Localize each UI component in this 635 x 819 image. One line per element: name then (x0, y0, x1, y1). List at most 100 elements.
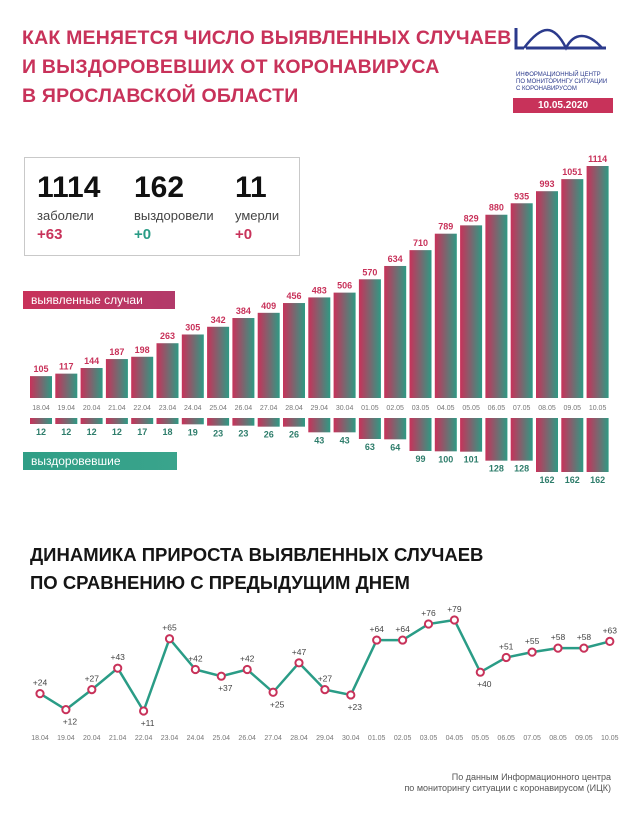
recovered-bar (257, 418, 280, 427)
growth-date-tick: 26.04 (238, 735, 256, 742)
case-bar-label: 483 (312, 285, 327, 295)
growth-point (242, 664, 252, 675)
recovered-bar (283, 418, 305, 427)
recovered-legend-label: выздоровевшие (23, 452, 177, 470)
recovered-bar-label: 19 (188, 427, 198, 437)
growth-point-label: +63 (603, 625, 618, 635)
recovered-bar-label: 26 (289, 430, 299, 440)
date-tick-label: 30.04 (336, 405, 354, 412)
case-bar (358, 279, 381, 398)
growth-point-label: +47 (292, 647, 307, 657)
case-bar (156, 343, 179, 398)
recovered-bar (131, 418, 154, 424)
case-bar (105, 359, 128, 398)
growth-point-label: +27 (85, 674, 100, 684)
recovered-bar (384, 418, 407, 440)
case-bar (257, 312, 280, 398)
growth-point-label: +76 (421, 608, 436, 618)
page-title: Как меняется число выявленных случаев и … (22, 24, 512, 111)
recovered-bar (510, 418, 533, 461)
recovered-bar-label: 12 (61, 427, 71, 437)
case-bar-label: 342 (211, 315, 226, 325)
recovered-bar (586, 418, 609, 472)
case-bar (333, 292, 356, 398)
recovered-bar (80, 418, 103, 424)
stat-infected-value: 1114 (37, 171, 101, 204)
source-footnote: По данным Информационного центра по мони… (351, 772, 611, 794)
recovered-bar-label: 23 (213, 429, 223, 439)
recovered-bar-label: 128 (489, 464, 504, 474)
recovered-bar (156, 418, 179, 424)
logo-subtitle: информационный центр по мониторингу ситу… (516, 72, 616, 93)
growth-point-label: +55 (525, 636, 540, 646)
recovered-bar (30, 418, 52, 424)
date-tick-label: 03.05 (412, 405, 430, 412)
date-tick-label: 19.04 (58, 405, 76, 412)
case-bar-label: 1051 (562, 167, 582, 177)
date-tick-label: 27.04 (260, 405, 278, 412)
growth-point (294, 658, 304, 668)
case-bar-label: 456 (286, 291, 301, 301)
growth-date-tick: 28.04 (290, 735, 308, 742)
recovered-bar-label: 128 (514, 464, 529, 474)
recovered-bar-label: 43 (314, 435, 324, 445)
date-tick-label: 07.05 (513, 405, 531, 412)
case-bar-label: 935 (514, 191, 529, 201)
growth-point (61, 705, 71, 715)
growth-point-label: +42 (240, 654, 255, 664)
growth-date-tick: 09.05 (575, 735, 593, 742)
growth-point-label: +64 (395, 624, 410, 634)
case-bar-label: 409 (261, 301, 276, 311)
growth-point (87, 684, 97, 695)
growth-point (372, 635, 382, 645)
recovered-bar (308, 418, 331, 433)
growth-point (501, 652, 511, 663)
recovered-bar (207, 418, 230, 426)
growth-point-label: +25 (270, 699, 285, 709)
stat-recovered: 162 выздоровели +0 (134, 172, 214, 244)
growth-title-line-2: по сравнению с предыдущим днем (30, 572, 410, 593)
growth-date-tick: 02.05 (394, 735, 412, 742)
growth-date-tick: 27.04 (264, 735, 282, 742)
case-bar (434, 233, 457, 398)
date-tick-label: 20.04 (83, 405, 101, 412)
case-bar-label: 198 (135, 345, 150, 355)
recovered-bar-label: 162 (539, 475, 554, 485)
growth-date-tick: 25.04 (213, 735, 231, 742)
title-line-3: в Ярославской области (22, 85, 299, 107)
recovered-bar (358, 418, 381, 439)
case-bar (308, 297, 331, 398)
date-tick-label: 29.04 (311, 405, 329, 412)
growth-date-tick: 08.05 (549, 735, 567, 742)
recovered-bar-label: 63 (365, 442, 375, 452)
recovered-bar (333, 418, 356, 433)
growth-point (190, 664, 200, 675)
growth-date-tick: 29.04 (316, 735, 334, 742)
case-bar-label: 263 (160, 331, 175, 341)
recovered-bar (232, 418, 255, 426)
case-bar (510, 203, 533, 398)
date-tick-label: 18.04 (32, 405, 50, 412)
growth-point-label: +64 (369, 624, 384, 634)
title-line-2: и выздоровевших от коронавируса (22, 56, 440, 78)
case-bar (283, 303, 305, 398)
growth-point (346, 690, 356, 700)
case-bar (80, 368, 103, 398)
growth-point (398, 635, 408, 645)
title-line-1: Как меняется число выявленных случаев (22, 27, 512, 49)
recovered-bar-label: 12 (112, 427, 122, 437)
date-tick-label: 04.05 (437, 405, 455, 412)
recovered-bar-label: 162 (565, 475, 580, 485)
growth-point (216, 671, 226, 681)
case-bar (460, 225, 483, 398)
case-bar (536, 191, 558, 398)
growth-date-tick: 22.04 (135, 735, 153, 742)
date-tick-label: 02.05 (386, 405, 404, 412)
recovered-bar-label: 43 (340, 435, 350, 445)
case-bar-label: 570 (362, 267, 377, 277)
growth-date-tick: 19.04 (57, 735, 75, 742)
case-bar-label: 710 (413, 238, 428, 248)
recovered-bar (434, 418, 457, 452)
growth-point (579, 643, 589, 653)
